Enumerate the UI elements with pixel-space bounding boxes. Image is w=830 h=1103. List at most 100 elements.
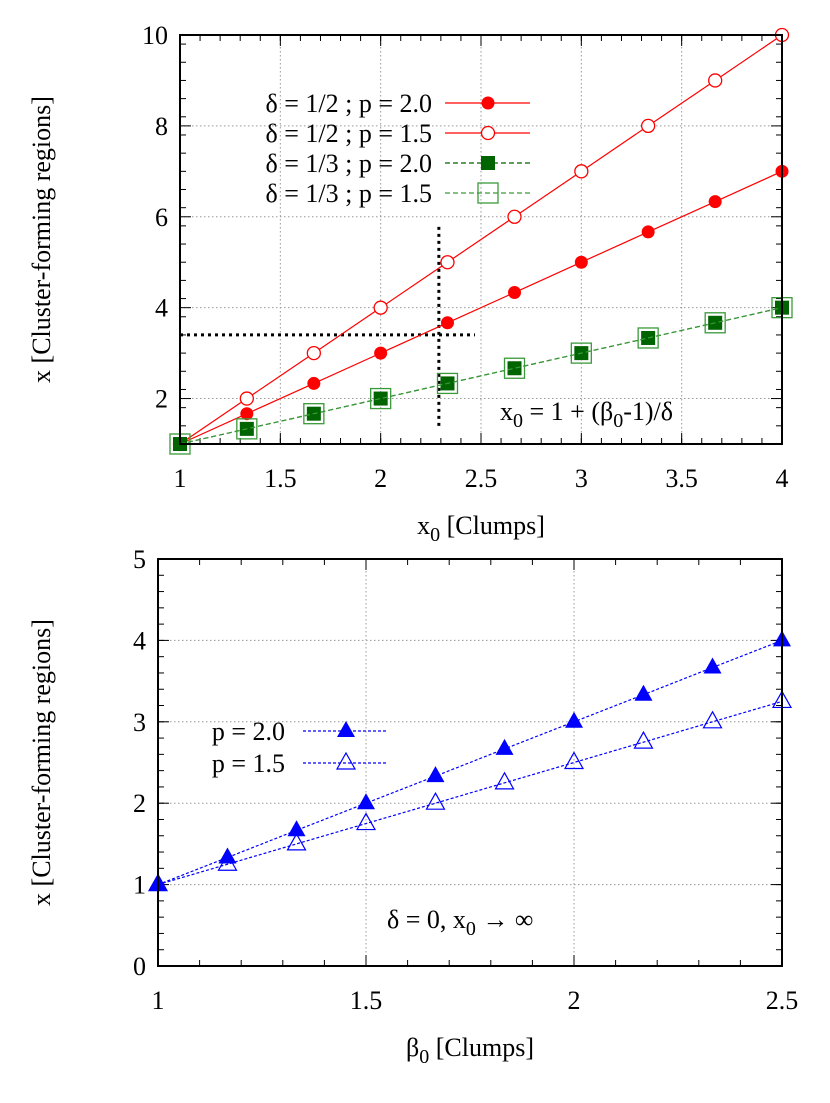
plot-frame (179, 34, 783, 445)
data-point (306, 345, 321, 361)
data-point (374, 346, 388, 360)
data-point (373, 391, 388, 406)
y-tick-label: 10 (142, 21, 168, 50)
legend-marker (481, 156, 495, 170)
text-part: x (500, 397, 513, 426)
legend-marker (335, 751, 357, 770)
data-point (565, 711, 583, 728)
subscript: 0 (419, 1046, 429, 1068)
text-part: β (406, 1033, 419, 1062)
data-point (507, 361, 522, 376)
data-point (218, 847, 237, 864)
data-point (236, 418, 258, 440)
data-point (370, 387, 392, 410)
legend-label: δ = 1/3 ; p = 1.5 (265, 179, 432, 208)
annotation: x0 = 1 + (β0-1)/δ (500, 397, 673, 432)
legend-marker (477, 182, 499, 204)
data-point (373, 300, 388, 315)
data-point (440, 316, 454, 330)
data-point (708, 73, 723, 88)
data-point (440, 255, 455, 270)
data-point (637, 327, 659, 349)
data-point (239, 391, 254, 406)
x-tick-label: 3 (575, 464, 588, 493)
y-tick-label: 6 (155, 203, 168, 232)
y-axis-label: x [Cluster-forming regions] (27, 96, 56, 383)
legend-label: δ = 1/2 ; p = 1.5 (265, 119, 432, 148)
legend-marker (481, 96, 495, 110)
series-line (179, 34, 783, 445)
y-tick-label: 4 (133, 626, 146, 655)
data-point (634, 684, 653, 701)
y-tick-label: 2 (155, 385, 168, 414)
data-point (641, 225, 655, 239)
data-point (355, 812, 377, 831)
x-tick-label: 1.5 (264, 464, 297, 493)
data-point (702, 710, 723, 729)
plot-frame (157, 558, 783, 967)
x-tick-label: 2 (568, 986, 581, 1015)
x-tick-label: 2.5 (766, 986, 799, 1015)
data-point (436, 372, 459, 395)
series-line (157, 639, 783, 886)
data-point (508, 286, 522, 300)
subscript: 0 (430, 524, 440, 546)
data-point (563, 751, 585, 770)
data-point (503, 357, 526, 379)
y-tick-label: 3 (133, 708, 146, 737)
series-3 (169, 297, 793, 455)
data-point (703, 657, 722, 674)
data-point (426, 766, 445, 783)
subscript: 0 (613, 410, 623, 432)
legend-label: δ = 1/3 ; p = 2.0 (265, 149, 432, 178)
annotation: δ = 0, x0 → ∞ (387, 905, 533, 940)
x-tick-label: 2.5 (465, 464, 498, 493)
data-point (240, 407, 254, 421)
data-point (303, 403, 325, 425)
x-axis-label: β0 [Clumps] (406, 1033, 534, 1068)
series-line (179, 170, 783, 445)
x-tick-label: 1 (152, 986, 165, 1015)
series-0 (149, 630, 791, 891)
data-point (286, 832, 307, 851)
data-point (495, 738, 514, 755)
text-part: x (417, 511, 430, 540)
data-point (633, 730, 654, 749)
data-point (507, 209, 522, 224)
text-part: -1)/δ (623, 397, 673, 426)
legend-label: p = 2.0 (212, 717, 285, 746)
series-line (157, 700, 783, 886)
x-tick-label: 4 (776, 464, 789, 493)
text-part: δ = 0, x (387, 905, 466, 934)
data-point (708, 195, 722, 209)
y-axis-label: x [Cluster-forming regions] (27, 619, 56, 906)
data-point (641, 118, 656, 134)
legend-label: δ = 1/2 ; p = 2.0 (265, 89, 432, 118)
legend-label: p = 1.5 (212, 749, 285, 778)
y-tick-label: 0 (133, 952, 146, 981)
data-point (287, 820, 306, 837)
x-axis-label: x0 [Clumps] (417, 511, 545, 546)
y-tick-label: 5 (133, 545, 146, 574)
y-tick-label: 4 (155, 294, 168, 323)
x-tick-label: 2 (374, 464, 387, 493)
data-point (570, 342, 592, 364)
data-point (217, 853, 238, 871)
text-part: [Clumps] (440, 511, 545, 540)
subscript: 0 (466, 918, 476, 940)
data-point (704, 312, 726, 334)
x-tick-label: 1 (174, 464, 187, 493)
data-point (574, 255, 588, 269)
x-tick-label: 3.5 (665, 464, 698, 493)
legend-marker (337, 721, 355, 737)
y-tick-label: 8 (155, 112, 168, 141)
data-point (307, 376, 321, 390)
data-point (574, 164, 589, 179)
text-part: = 1 + (β (523, 397, 613, 426)
legend-marker (480, 125, 496, 141)
y-tick-label: 2 (133, 789, 146, 818)
text-part: → ∞ (476, 905, 534, 934)
x-tick-label: 1.5 (350, 986, 383, 1015)
y-tick-label: 1 (133, 871, 146, 900)
